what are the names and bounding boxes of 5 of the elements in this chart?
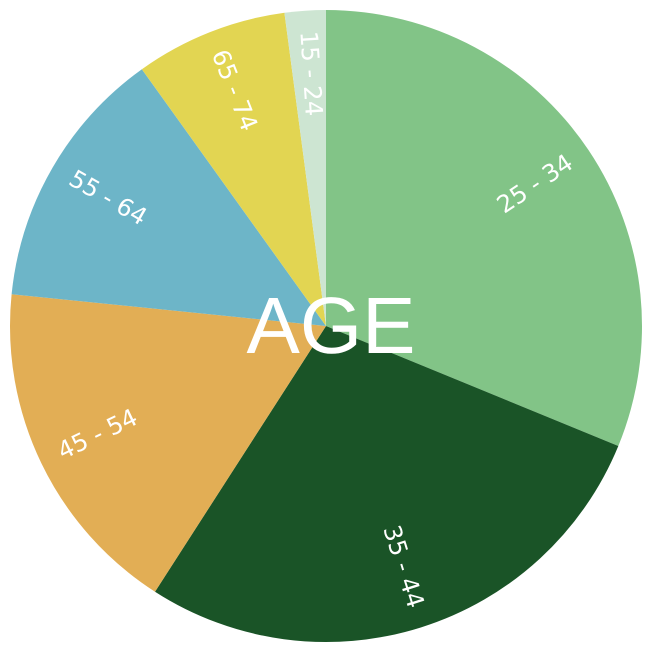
slice-label: 45 - 54 xyxy=(53,403,142,466)
slice-label: 25 - 34 xyxy=(492,148,578,220)
slice-label: 65 - 74 xyxy=(206,46,264,135)
slice-label: 35 - 44 xyxy=(377,522,430,612)
slice-label: 55 - 64 xyxy=(64,164,152,232)
